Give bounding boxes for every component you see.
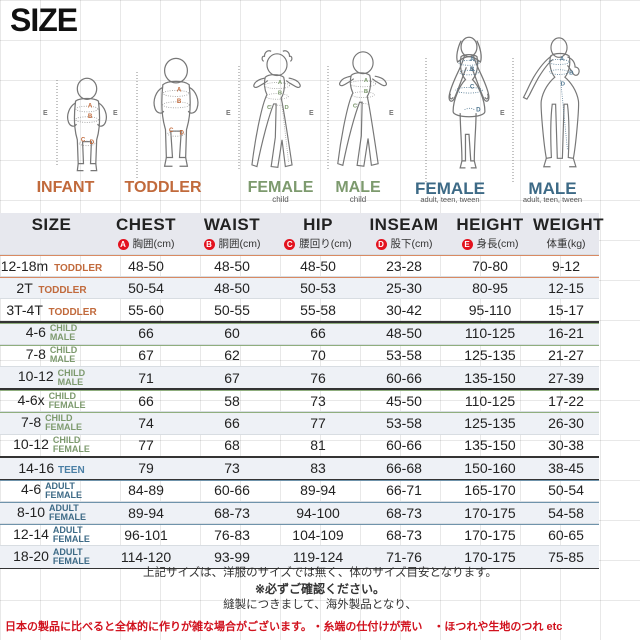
svg-text:B: B [569,71,573,77]
svg-text:D: D [476,106,481,113]
svg-text:A: A [278,80,283,86]
svg-text:A: A [470,56,475,63]
svg-text:C: C [169,127,174,134]
svg-text:D: D [285,105,289,111]
svg-text:B: B [278,91,282,97]
svg-text:D: D [561,82,566,88]
svg-text:C: C [470,83,475,90]
svg-text:A: A [88,102,93,109]
svg-text:C: C [353,103,358,109]
svg-text:B: B [177,98,182,105]
svg-text:C: C [81,137,86,144]
svg-text:E: E [43,110,48,117]
svg-text:A: A [364,78,369,84]
svg-text:E: E [389,110,394,117]
svg-text:B: B [364,89,368,95]
svg-text:E: E [309,110,314,117]
svg-text:E: E [226,110,231,117]
svg-text:B: B [88,113,93,120]
svg-text:B: B [470,66,475,73]
svg-text:E: E [113,110,118,117]
svg-text:D: D [90,139,95,146]
svg-text:D: D [180,130,185,137]
svg-text:A: A [560,56,565,62]
svg-text:A: A [177,87,182,94]
svg-text:E: E [500,110,505,117]
